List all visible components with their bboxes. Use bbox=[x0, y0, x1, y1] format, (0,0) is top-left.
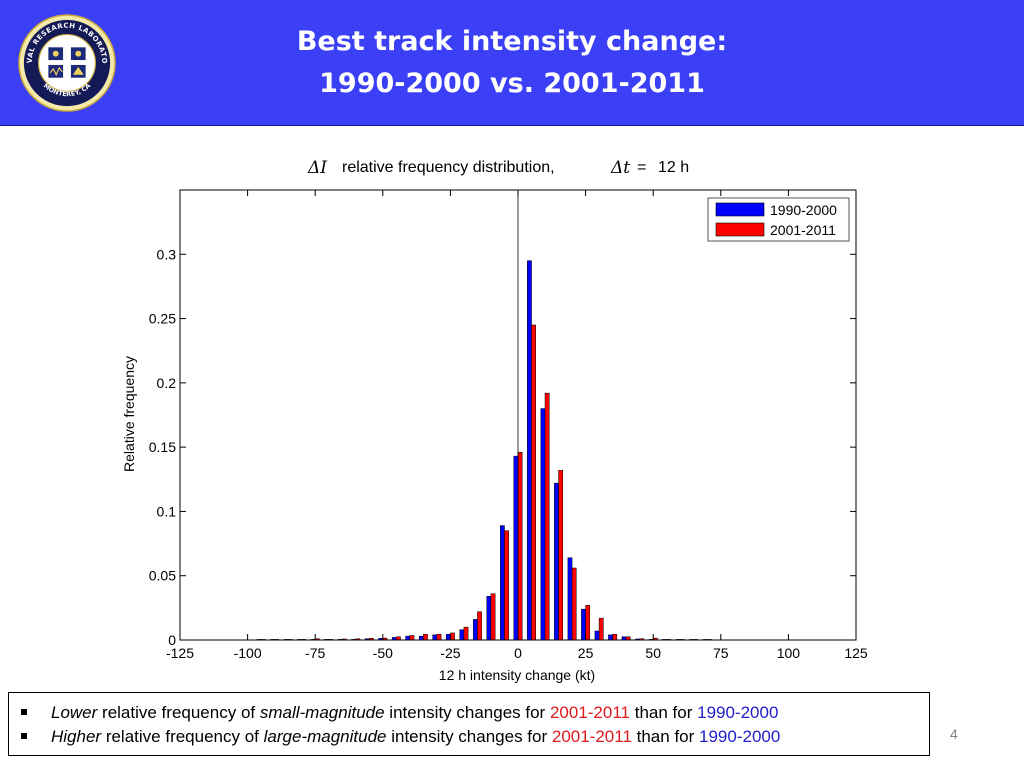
chart-title-middle: relative frequency distribution, bbox=[342, 159, 555, 176]
bar bbox=[500, 525, 505, 641]
bar bbox=[554, 482, 559, 641]
legend-label-2001-2011: 2001-2011 bbox=[770, 222, 836, 238]
bullet-2-text-c: intensity changes for bbox=[386, 727, 552, 746]
square-bullet-icon bbox=[21, 708, 27, 715]
y-axis-label: Relative frequency bbox=[121, 356, 137, 472]
bullet-2-emphasis: Higher bbox=[51, 727, 102, 746]
x-tick-label: -125 bbox=[166, 645, 194, 661]
x-tick-label: 125 bbox=[844, 645, 868, 661]
bar bbox=[486, 596, 492, 641]
bar bbox=[585, 605, 591, 641]
bar bbox=[463, 626, 469, 641]
bar bbox=[531, 324, 536, 641]
bar bbox=[567, 557, 573, 641]
bullet-2-period-recent: 2001-2011 bbox=[551, 727, 632, 746]
bar bbox=[594, 630, 600, 641]
bar bbox=[490, 593, 496, 641]
bullet-line-2: Higher relative frequency of large-magni… bbox=[21, 725, 919, 749]
bar bbox=[517, 452, 523, 641]
x-tick-label: -50 bbox=[373, 645, 393, 661]
bar bbox=[450, 632, 455, 641]
legend-swatch-2001-2011 bbox=[715, 222, 765, 237]
x-tick-label: 0 bbox=[514, 645, 522, 661]
x-tick-label: -75 bbox=[305, 645, 325, 661]
summary-bullets-box: Lower relative frequency of small-magnit… bbox=[8, 692, 930, 756]
y-tick-label: 0.25 bbox=[149, 311, 176, 327]
legend-label-1990-2000: 1990-2000 bbox=[770, 202, 837, 218]
bar bbox=[540, 408, 546, 641]
bar bbox=[436, 633, 442, 641]
bullet-1-text-d: than for bbox=[630, 703, 698, 722]
bullet-1-italic-b: small-magnitude bbox=[259, 703, 385, 722]
legend: 1990-2000 2001-2011 bbox=[707, 197, 850, 242]
bullet-1-emphasis: Lower bbox=[51, 703, 98, 722]
chart-title-delta-t: Δt bbox=[610, 158, 630, 178]
y-tick-label: 0 bbox=[168, 632, 176, 648]
page-title-line-2: 1990-2000 vs. 2001-2011 bbox=[319, 68, 705, 99]
x-tick-label: 25 bbox=[578, 645, 594, 661]
y-tick-label: 0.2 bbox=[157, 375, 177, 391]
bullet-2-period-earlier: 1990-2000 bbox=[699, 727, 781, 746]
bar bbox=[418, 635, 424, 641]
bullet-1-text-a: relative frequency of bbox=[97, 703, 260, 722]
histogram-chart: -125 -100 -75 -50 -25 0 25 50 75 100 125 0 0.05 0.1 0.… bbox=[121, 158, 868, 683]
bar bbox=[527, 260, 532, 641]
bar bbox=[544, 392, 550, 641]
chart-title-delta-i: ΔI bbox=[307, 158, 327, 178]
bullet-1-period-recent: 2001-2011 bbox=[549, 703, 630, 722]
bullet-2-text-a: relative frequency of bbox=[101, 727, 264, 746]
bar bbox=[571, 567, 577, 641]
bullet-2-italic-b: large-magnitude bbox=[263, 727, 387, 746]
bar bbox=[477, 611, 482, 641]
bar bbox=[504, 530, 509, 641]
x-tick-label: 75 bbox=[713, 645, 729, 661]
bar bbox=[612, 633, 618, 641]
x-tick-label: -25 bbox=[440, 645, 460, 661]
bar bbox=[598, 617, 604, 641]
bullet-2-text-d: than for bbox=[631, 727, 700, 746]
naval-research-laboratory-seal-icon: NAVAL RESEARCH LABORATORY MONTEREY, CA bbox=[18, 14, 116, 112]
bullet-1-period-earlier: 1990-2000 bbox=[697, 703, 779, 722]
bar bbox=[432, 634, 438, 641]
chart-container: -125 -100 -75 -50 -25 0 25 50 75 100 125 0 0.05 0.1 0.… bbox=[0, 126, 1024, 686]
y-tick-label: 0.1 bbox=[157, 503, 177, 519]
page-title-line-1: Best track intensity change: bbox=[296, 26, 728, 57]
x-tick-label: 100 bbox=[777, 645, 801, 661]
legend-swatch-1990-2000 bbox=[715, 202, 765, 217]
x-tick-label: -100 bbox=[234, 645, 262, 661]
y-tick-label: 0.3 bbox=[157, 246, 177, 262]
page-number: 4 bbox=[950, 726, 958, 742]
bar bbox=[472, 619, 478, 641]
bar bbox=[459, 629, 465, 641]
bar bbox=[581, 608, 586, 641]
x-axis-label: 12 h intensity change (kt) bbox=[439, 667, 595, 683]
bar bbox=[409, 635, 415, 641]
bullet-1-text-c: intensity changes for bbox=[384, 703, 550, 722]
square-bullet-icon bbox=[21, 732, 27, 739]
chart-title-value: 12 h bbox=[658, 159, 689, 176]
bullet-line-1: Lower relative frequency of small-magnit… bbox=[21, 701, 919, 725]
bar bbox=[513, 455, 519, 641]
x-tick-label: 50 bbox=[645, 645, 661, 661]
bar bbox=[558, 470, 564, 641]
chart-title-equals: = bbox=[637, 159, 646, 176]
bar bbox=[445, 633, 451, 641]
y-tick-label: 0.15 bbox=[149, 439, 176, 455]
bar bbox=[423, 633, 428, 641]
bar bbox=[608, 634, 613, 641]
header-bar: NAVAL RESEARCH LABORATORY MONTEREY, CA B… bbox=[0, 0, 1024, 126]
bar bbox=[405, 635, 411, 641]
y-tick-label: 0.05 bbox=[149, 568, 176, 584]
